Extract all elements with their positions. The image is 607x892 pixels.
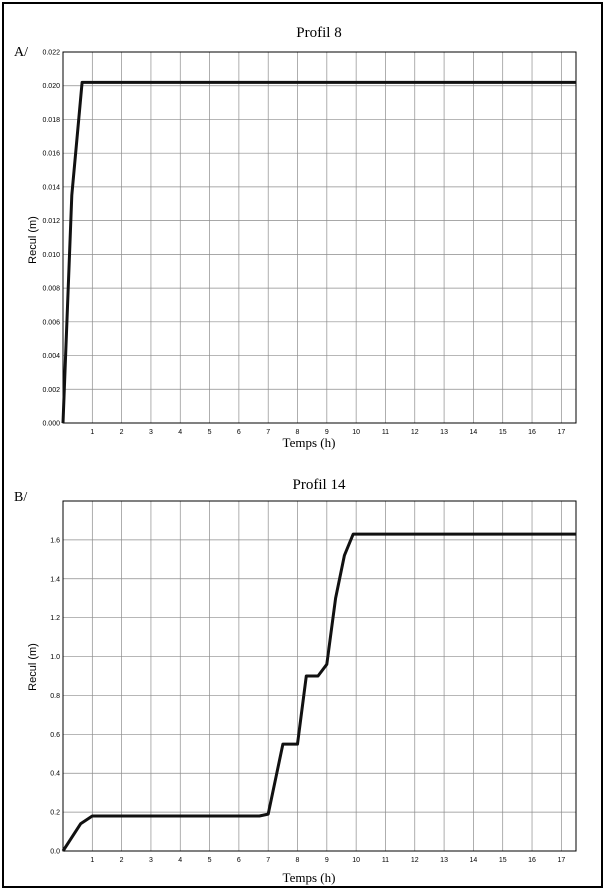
y-tick-label: 0.018 <box>42 117 60 124</box>
x-tick-labels: 1 2 3 4 5 6 7 8 9 10 11 12 13 14 15 16 17 <box>90 857 565 864</box>
x-tick-label: 14 <box>470 857 478 864</box>
y-tick-label: 0.002 <box>42 387 60 394</box>
x-tick-label: 16 <box>528 429 536 436</box>
y-tick-label: 0.022 <box>42 50 60 57</box>
x-tick-labels: 1 2 3 4 5 6 7 8 9 10 11 12 13 14 15 16 17 <box>90 429 565 436</box>
y-axis-label: Recul (m) <box>27 216 39 264</box>
y-tick-label: 1.2 <box>50 615 60 622</box>
panel-label: B/ <box>14 490 27 505</box>
y-tick-label: 0.016 <box>42 151 60 158</box>
x-tick-label: 12 <box>411 857 419 864</box>
series-layer <box>61 532 576 852</box>
series-line <box>61 80 576 424</box>
x-tick-label: 4 <box>178 429 182 436</box>
y-tick-label: 0.020 <box>42 83 60 90</box>
series-layer <box>61 80 576 424</box>
x-tick-label: 2 <box>120 857 124 864</box>
y-tick-label: 0.006 <box>42 319 60 326</box>
x-tick-label: 3 <box>149 429 153 436</box>
series-line <box>61 532 576 852</box>
chart-title: Profil 8 <box>296 25 341 41</box>
x-tick-label: 8 <box>296 429 300 436</box>
plot-area-border <box>62 51 577 424</box>
x-tick-label: 11 <box>382 429 389 436</box>
y-tick-label: 1.0 <box>50 654 60 661</box>
x-tick-label: 9 <box>325 429 329 436</box>
x-tick-label: 10 <box>352 429 360 436</box>
x-tick-label: 1 <box>90 429 94 436</box>
x-tick-label: 17 <box>557 429 565 436</box>
x-tick-label: 15 <box>499 429 507 436</box>
y-tick-label: 0.8 <box>50 693 60 700</box>
y-tick-label: 0.000 <box>42 421 60 428</box>
plot-area-border <box>62 500 577 852</box>
y-tick-label: 1.6 <box>50 537 60 544</box>
x-tick-label: 16 <box>528 857 536 864</box>
x-tick-label: 2 <box>120 429 124 436</box>
x-tick-label: 7 <box>266 857 270 864</box>
x-tick-label: 13 <box>440 429 448 436</box>
y-tick-label: 0.008 <box>42 286 60 293</box>
y-tick-label: 1.4 <box>50 576 60 583</box>
y-tick-label: 0.014 <box>42 184 60 191</box>
x-tick-label: 14 <box>470 429 478 436</box>
x-tick-label: 11 <box>382 857 389 864</box>
x-tick-label: 17 <box>557 857 565 864</box>
x-tick-label: 12 <box>411 429 419 436</box>
x-tick-label: 13 <box>440 857 448 864</box>
y-tick-label: 0.6 <box>50 732 60 739</box>
y-tick-labels: 0.0 0.2 0.4 0.6 0.8 1.0 1.2 1.4 1.6 <box>50 537 60 855</box>
chart-title: Profil 14 <box>293 477 346 493</box>
chart-panel-b: Profil 14 B/ 0.0 0.2 0.4 0.6 0.8 1.0 1.2 1.4 1.6… <box>14 477 577 885</box>
y-tick-label: 0.0 <box>50 849 60 856</box>
grid <box>63 501 576 852</box>
x-tick-label: 1 <box>90 857 94 864</box>
y-tick-label: 0.2 <box>50 810 60 817</box>
x-tick-label: 7 <box>266 429 270 436</box>
x-tick-label: 6 <box>237 857 241 864</box>
x-tick-label: 9 <box>325 857 329 864</box>
y-tick-label: 0.012 <box>42 218 60 225</box>
x-tick-label: 15 <box>499 857 507 864</box>
x-tick-label: 4 <box>178 857 182 864</box>
x-tick-label: 5 <box>208 429 212 436</box>
y-tick-label: 0.010 <box>42 252 60 259</box>
x-axis-label: Temps (h) <box>283 435 336 450</box>
x-tick-label: 3 <box>149 857 153 864</box>
x-axis-label: Temps (h) <box>283 870 336 885</box>
x-tick-label: 8 <box>296 857 300 864</box>
grid <box>63 51 576 424</box>
y-tick-labels: 0.000 0.002 0.004 0.006 0.008 0.010 0.012 0.014… <box>42 50 60 428</box>
y-tick-label: 0.4 <box>50 771 60 778</box>
y-axis-label: Recul (m) <box>27 643 39 691</box>
x-tick-label: 6 <box>237 429 241 436</box>
y-tick-label: 0.004 <box>42 353 60 360</box>
panel-label: A/ <box>14 45 28 60</box>
chart-panel-a: Profil 8 A/ 0.0000.0020.0040.0060.0080.0… <box>14 25 577 450</box>
x-tick-label: 5 <box>208 857 212 864</box>
x-tick-label: 10 <box>352 857 360 864</box>
